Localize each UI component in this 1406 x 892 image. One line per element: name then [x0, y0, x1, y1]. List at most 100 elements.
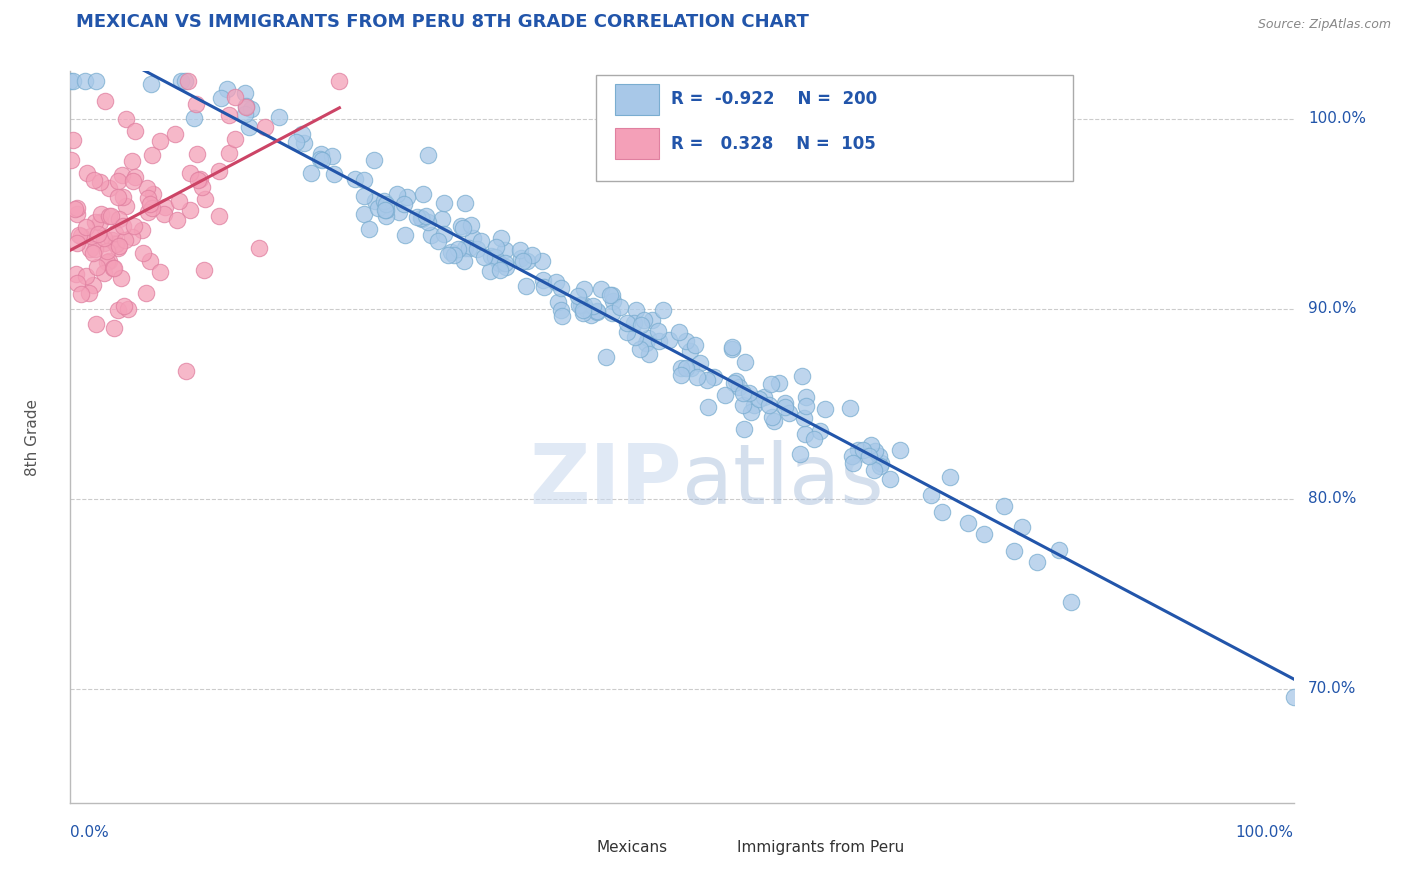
Point	[569, 298, 592, 312]
Point	[374, 203, 396, 218]
Point	[723, 376, 745, 391]
Point	[104, 236, 127, 251]
Point	[353, 207, 375, 221]
Point	[124, 123, 146, 137]
Point	[808, 424, 831, 438]
Point	[238, 120, 260, 135]
Point	[602, 294, 624, 309]
Point	[60, 153, 83, 167]
Point	[591, 282, 613, 296]
Point	[103, 261, 125, 276]
Point	[374, 203, 396, 218]
Point	[183, 111, 205, 125]
FancyBboxPatch shape	[614, 128, 658, 159]
Point	[67, 227, 90, 242]
Point	[761, 376, 783, 391]
Point	[460, 218, 482, 232]
Point	[858, 450, 880, 464]
Point	[84, 317, 107, 331]
Point	[457, 241, 479, 255]
Point	[725, 374, 748, 388]
Point	[550, 281, 572, 295]
Point	[235, 100, 257, 114]
Point	[224, 132, 246, 146]
Point	[509, 251, 531, 265]
Point	[406, 210, 429, 224]
Point	[83, 173, 105, 187]
Point	[721, 342, 744, 356]
Point	[609, 300, 631, 314]
Point	[623, 330, 645, 344]
Point	[173, 74, 195, 88]
Point	[112, 219, 135, 233]
Point	[79, 242, 101, 256]
Point	[62, 74, 84, 88]
Point	[668, 326, 690, 340]
Point	[135, 286, 157, 301]
Point	[433, 195, 456, 210]
Point	[773, 396, 796, 410]
Point	[838, 401, 860, 415]
Point	[516, 254, 538, 268]
Point	[733, 386, 755, 401]
Point	[97, 180, 120, 194]
Point	[66, 235, 89, 250]
Point	[814, 402, 837, 417]
Point	[114, 199, 136, 213]
Point	[73, 74, 96, 88]
Point	[758, 398, 780, 412]
Point	[551, 310, 574, 324]
Point	[235, 98, 257, 112]
Point	[748, 392, 770, 407]
Point	[107, 174, 129, 188]
Point	[454, 196, 477, 211]
Point	[647, 324, 669, 338]
Text: R =  -0.922    N =  200: R = -0.922 N = 200	[671, 90, 877, 108]
Point	[93, 231, 115, 245]
Point	[186, 147, 208, 161]
Point	[121, 229, 143, 244]
FancyBboxPatch shape	[557, 836, 589, 859]
Point	[669, 361, 692, 376]
Point	[292, 136, 315, 150]
Point	[616, 325, 638, 339]
Point	[117, 302, 139, 317]
Text: 0.0%: 0.0%	[70, 825, 110, 839]
Point	[141, 148, 163, 162]
Point	[437, 248, 460, 262]
Point	[267, 110, 290, 124]
Point	[359, 222, 381, 236]
Text: ZIP: ZIP	[530, 441, 682, 522]
Point	[138, 196, 160, 211]
Point	[239, 102, 262, 116]
Point	[174, 364, 197, 378]
Point	[509, 243, 531, 257]
Point	[512, 253, 534, 268]
Point	[66, 201, 89, 215]
Text: atlas: atlas	[682, 441, 883, 522]
Point	[343, 172, 366, 186]
Point	[494, 256, 516, 270]
Point	[308, 152, 330, 166]
Point	[395, 189, 418, 203]
Point	[957, 516, 980, 530]
Point	[440, 244, 463, 259]
Point	[87, 227, 110, 241]
Point	[846, 443, 869, 458]
Point	[98, 253, 121, 268]
Point	[463, 231, 485, 245]
Point	[675, 334, 697, 349]
Point	[107, 190, 129, 204]
Point	[575, 301, 598, 316]
Point	[84, 74, 107, 88]
Point	[62, 133, 84, 147]
Text: 8th Grade: 8th Grade	[25, 399, 39, 475]
Point	[136, 180, 159, 194]
Point	[794, 399, 817, 413]
Point	[794, 390, 817, 404]
Point	[454, 241, 477, 255]
Point	[208, 209, 231, 223]
Point	[353, 188, 375, 202]
Point	[328, 74, 350, 88]
Point	[789, 447, 811, 461]
